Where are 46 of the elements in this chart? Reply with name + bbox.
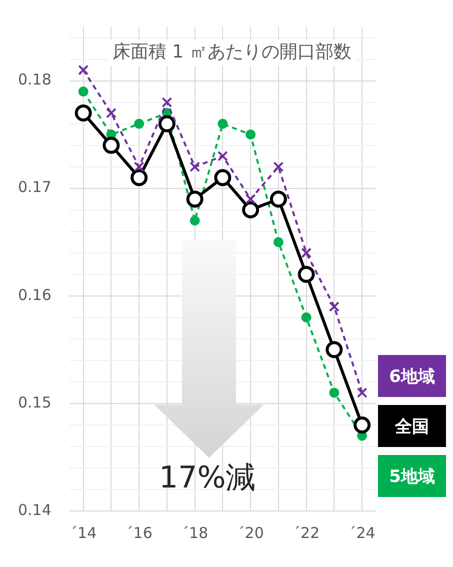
point xyxy=(217,150,228,162)
series-label: 全国 xyxy=(378,405,446,447)
y-tick-label: 0.18 xyxy=(18,70,52,89)
point xyxy=(186,190,204,208)
point xyxy=(102,136,120,154)
point xyxy=(356,387,368,398)
point xyxy=(74,104,92,122)
point xyxy=(130,169,148,186)
x-tick-label: ´18 xyxy=(182,524,208,542)
series-label: 6地域 xyxy=(378,355,446,397)
x-tick-label: ´14 xyxy=(70,524,97,542)
y-tick-label: 0.17 xyxy=(18,178,52,196)
point xyxy=(270,190,287,208)
point xyxy=(329,388,340,398)
point xyxy=(158,115,176,132)
point xyxy=(328,301,340,312)
y-tick-label: 0.14 xyxy=(18,500,52,519)
point xyxy=(354,416,371,434)
point xyxy=(78,86,88,97)
point xyxy=(246,130,256,140)
point xyxy=(218,118,228,129)
point xyxy=(134,162,144,172)
y-tick-label: 0.16 xyxy=(18,286,52,304)
x-tick-label: ´24 xyxy=(348,524,376,542)
point xyxy=(162,97,172,108)
point xyxy=(298,266,315,283)
point xyxy=(245,194,256,204)
point xyxy=(78,64,89,76)
text: 床面積 1 ㎡あたりの開口部数 xyxy=(112,42,352,63)
x-tick-label: ´20 xyxy=(237,524,264,542)
point xyxy=(242,201,260,218)
text: 5地域 xyxy=(378,455,446,497)
point xyxy=(190,162,200,172)
point xyxy=(214,169,232,186)
x-tick-label: ´16 xyxy=(126,524,152,542)
point xyxy=(326,341,343,358)
point xyxy=(301,248,312,258)
y-tick-label: 0.15 xyxy=(18,393,52,412)
point xyxy=(106,108,116,118)
point xyxy=(134,118,144,129)
point xyxy=(190,216,200,226)
annotation: 17%減 xyxy=(159,460,256,496)
point xyxy=(273,237,284,248)
point xyxy=(273,162,284,172)
point xyxy=(301,312,312,322)
x-tick-label: ´22 xyxy=(293,524,320,542)
